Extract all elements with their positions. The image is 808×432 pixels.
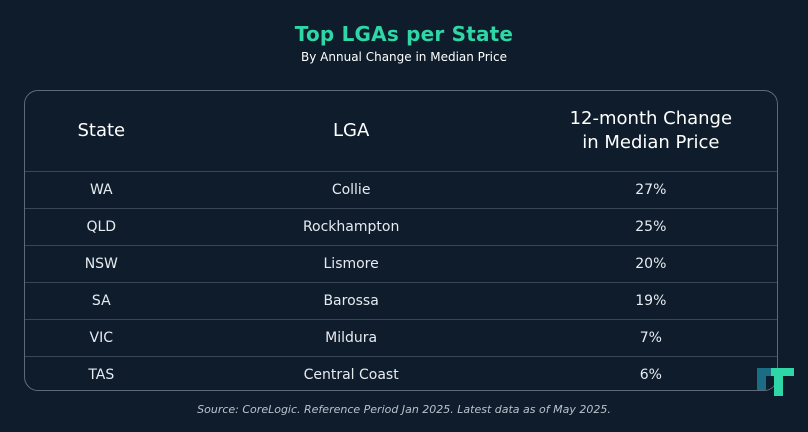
cell-change: 25%	[635, 219, 667, 235]
header-change: 12-month Change in Median Price	[525, 107, 777, 155]
cell-lga: Rockhampton	[302, 219, 400, 235]
cell-lga: Central Coast	[303, 367, 399, 383]
logo-light-shape	[771, 368, 794, 396]
cell-lga: Mildura	[325, 330, 378, 346]
table-row: TAS Central Coast 6%	[25, 356, 777, 390]
cell-state: VIC	[89, 330, 114, 346]
cell-change: 27%	[635, 182, 667, 198]
cell-change: 20%	[635, 256, 667, 272]
cell-state: QLD	[86, 219, 117, 235]
logo-dark-shape	[757, 368, 773, 390]
table-row: QLD Rockhampton 25%	[25, 208, 777, 245]
cell-state: NSW	[84, 256, 118, 272]
cell-lga: Barossa	[323, 293, 379, 309]
header-change-line1: 12-month Change	[569, 108, 733, 129]
table-row: SA Barossa 19%	[25, 282, 777, 319]
source-note: Source: CoreLogic. Reference Period Jan …	[197, 403, 611, 416]
cell-lga: Lismore	[323, 256, 379, 272]
cell-state: WA	[89, 182, 113, 198]
cell-change: 6%	[639, 367, 662, 383]
data-table: State LGA 12-month Change in Median Pric…	[24, 90, 778, 391]
chart-subtitle: By Annual Change in Median Price	[301, 50, 507, 64]
header-change-line2: in Median Price	[582, 132, 720, 153]
cell-change: 19%	[635, 293, 667, 309]
table-row: NSW Lismore 20%	[25, 245, 777, 282]
cell-state: SA	[91, 293, 111, 309]
header-lga: LGA	[332, 120, 370, 141]
table-row: VIC Mildura 7%	[25, 319, 777, 356]
cell-state: TAS	[88, 367, 115, 383]
chart-title: Top LGAs per State	[294, 22, 514, 46]
cell-lga: Collie	[331, 182, 371, 198]
table-body: WA Collie 27% QLD Rockhampton 25% NSW Lismore 20…	[25, 171, 777, 390]
header-state: State	[77, 120, 126, 141]
brand-logo-icon	[757, 368, 794, 396]
table-header-row: State LGA 12-month Change in Median Pric…	[25, 91, 777, 171]
cell-change: 7%	[639, 330, 662, 346]
table-row: WA Collie 27%	[25, 171, 777, 208]
